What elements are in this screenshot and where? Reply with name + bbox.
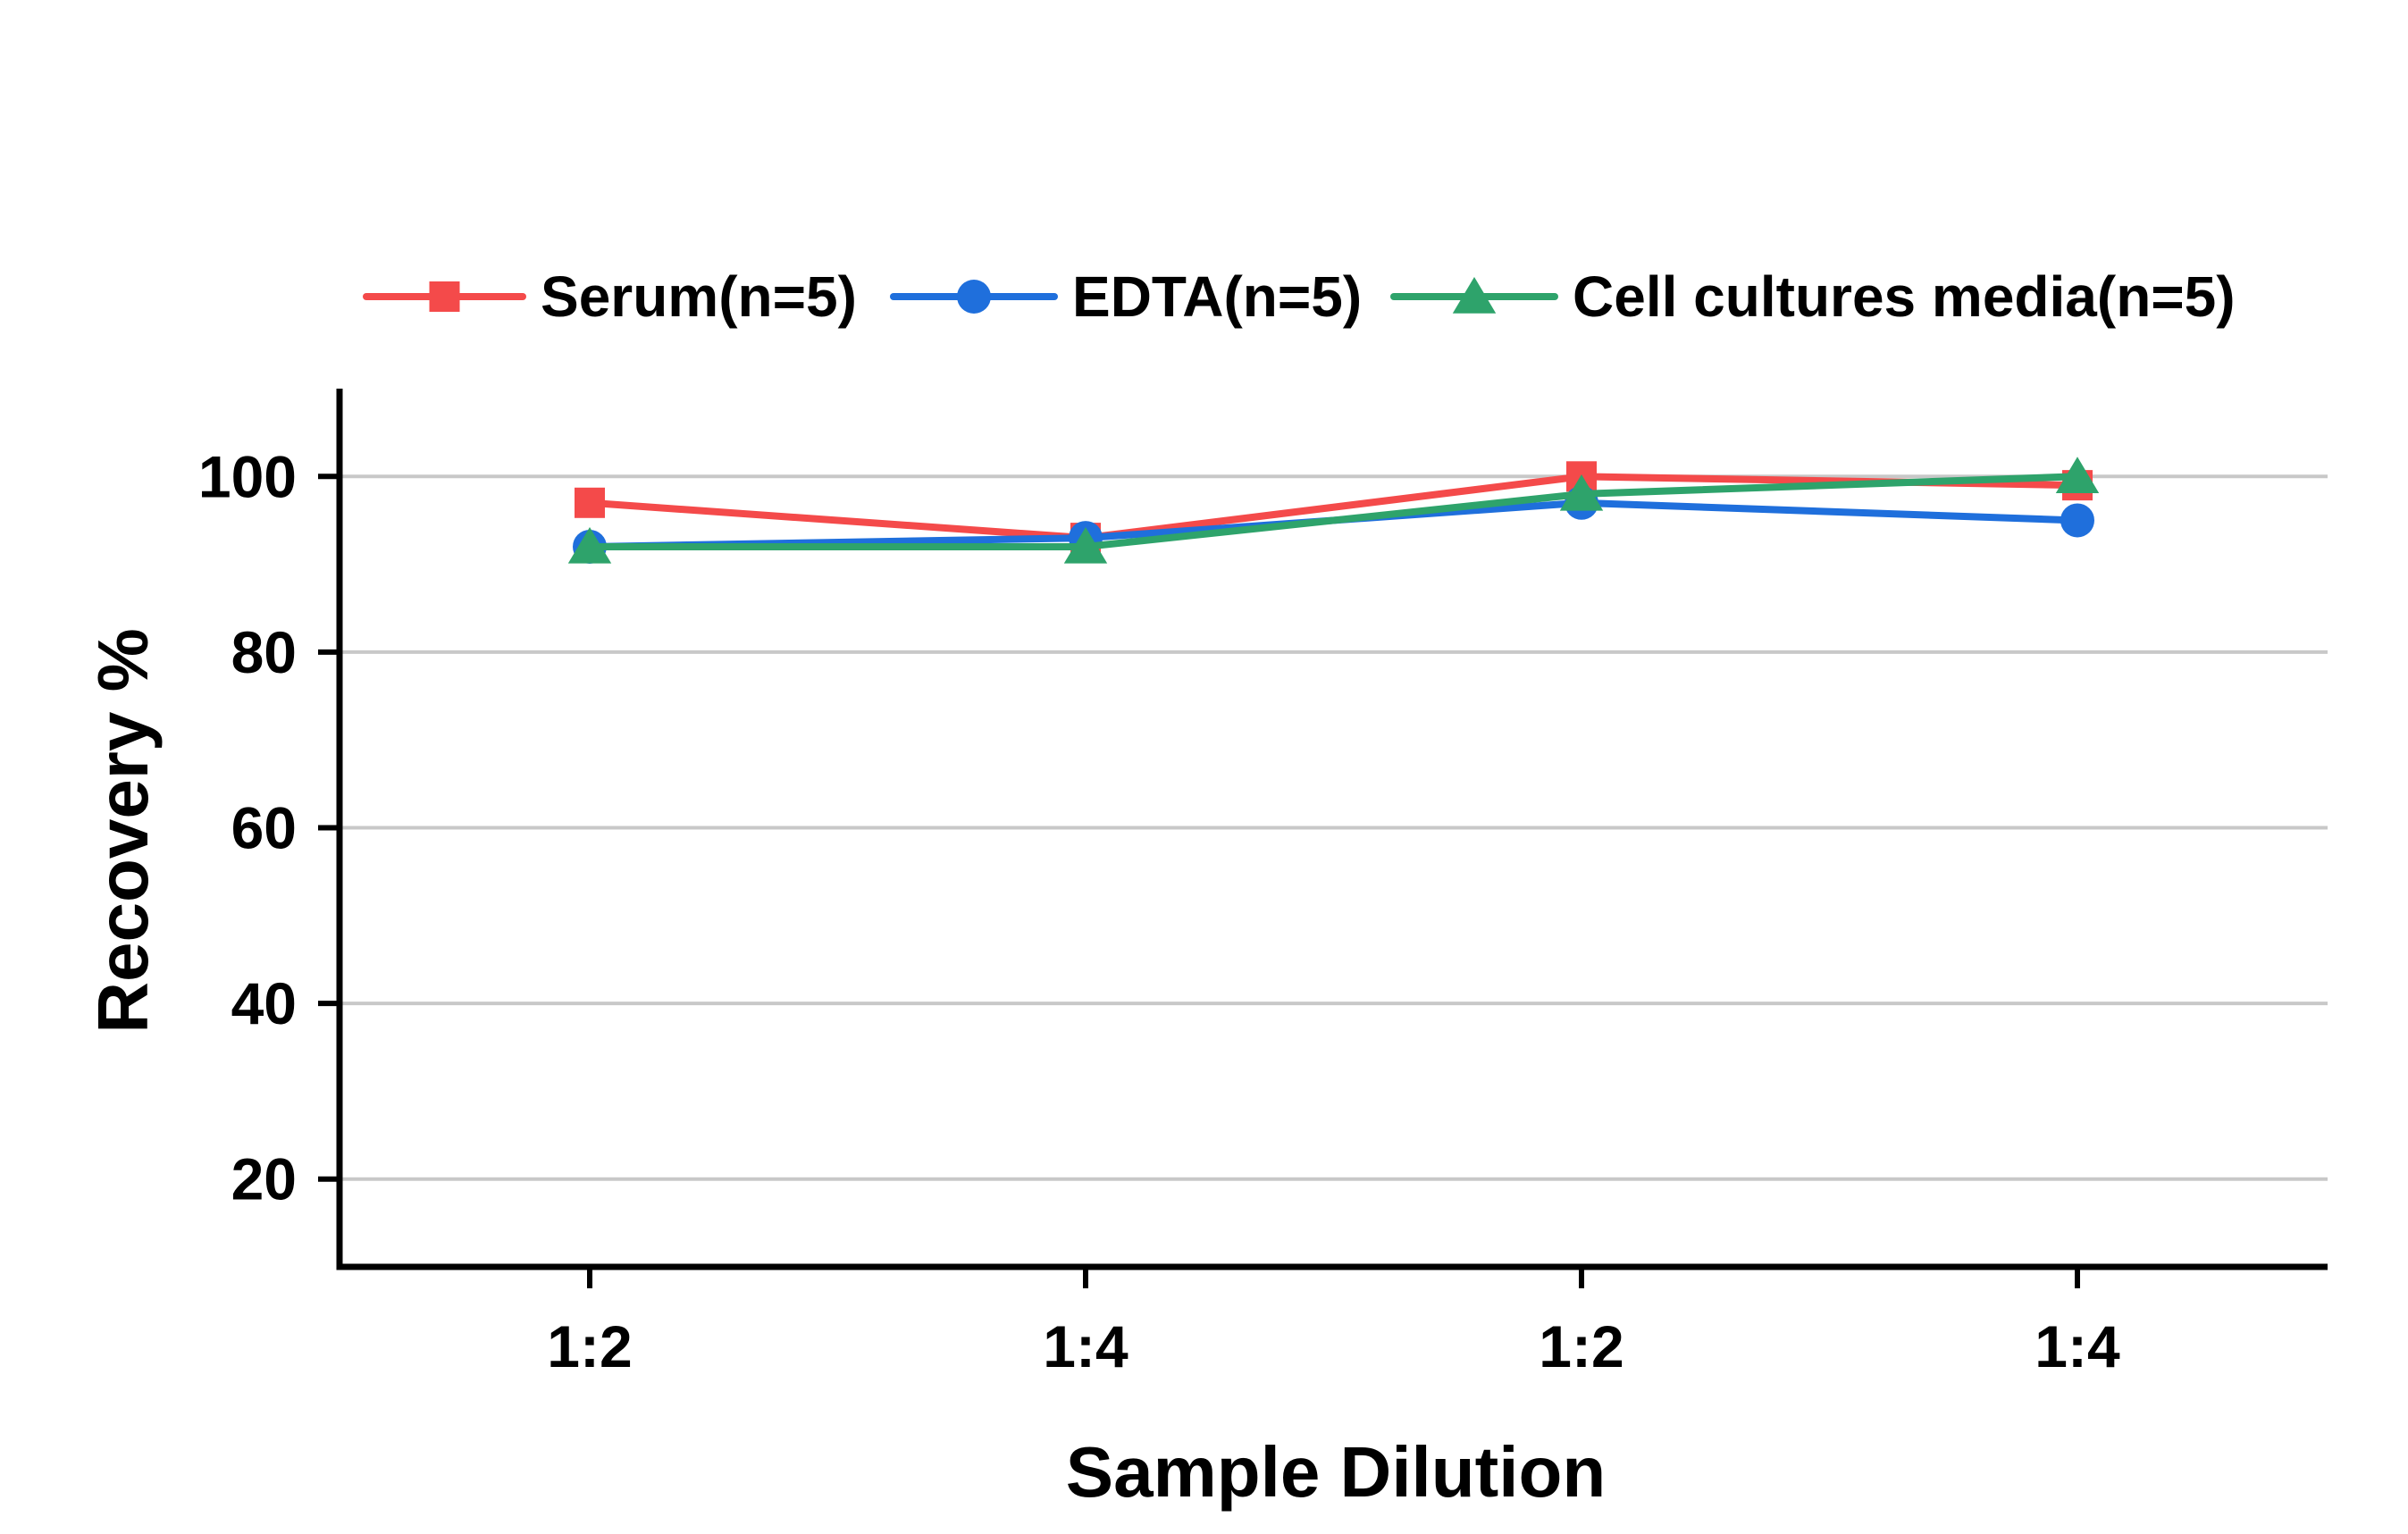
legend-item: EDTA(n=5)	[890, 264, 1362, 329]
x-tick-label: 1:4	[1043, 1313, 1128, 1379]
y-tick-label: 100	[198, 443, 297, 509]
data-point	[567, 526, 612, 564]
x-axis-title: Sample Dilution	[1066, 1432, 1607, 1512]
y-tick-label: 80	[231, 619, 297, 685]
data-point	[1559, 474, 1604, 511]
series-line	[586, 473, 2081, 550]
data-point	[2060, 503, 2094, 538]
y-tick-labels: 20 40 60 80 100	[198, 443, 297, 1211]
legend-item: Serum(n=5)	[363, 264, 857, 329]
y-axis-title: Recovery %	[83, 628, 163, 1034]
series-lines	[567, 457, 2100, 564]
y-tick-label: 60	[231, 795, 297, 861]
series-line	[586, 473, 2081, 542]
axes	[318, 389, 2328, 1288]
series-circle	[573, 485, 2094, 564]
data-point	[2055, 457, 2100, 493]
series-triangle	[567, 457, 2100, 564]
x-tick-labels: 1:2 1:4 1:2 1:4	[547, 1313, 2120, 1379]
legend-marker	[1452, 277, 1497, 314]
legend: Serum(n=5) EDTA(n=5) Cell cultures media(n…	[363, 264, 2236, 329]
x-tick-label: 1:2	[547, 1313, 632, 1379]
gridlines	[340, 474, 2328, 1181]
axis-frame	[336, 389, 2328, 1270]
x-tick-label: 1:4	[2035, 1313, 2120, 1379]
data-point	[575, 487, 605, 518]
legend-marker	[429, 281, 460, 312]
legend-label: Cell cultures media(n=5)	[1573, 264, 2236, 329]
x-tick-label: 1:2	[1539, 1313, 1624, 1379]
y-tick-label: 40	[231, 970, 297, 1036]
legend-label: Serum(n=5)	[541, 264, 857, 329]
data-point	[1063, 526, 1108, 564]
legend-marker	[957, 280, 991, 314]
legend-item: Cell cultures media(n=5)	[1390, 264, 2236, 329]
y-tick-label: 20	[231, 1146, 297, 1212]
legend-label: EDTA(n=5)	[1072, 264, 1362, 329]
